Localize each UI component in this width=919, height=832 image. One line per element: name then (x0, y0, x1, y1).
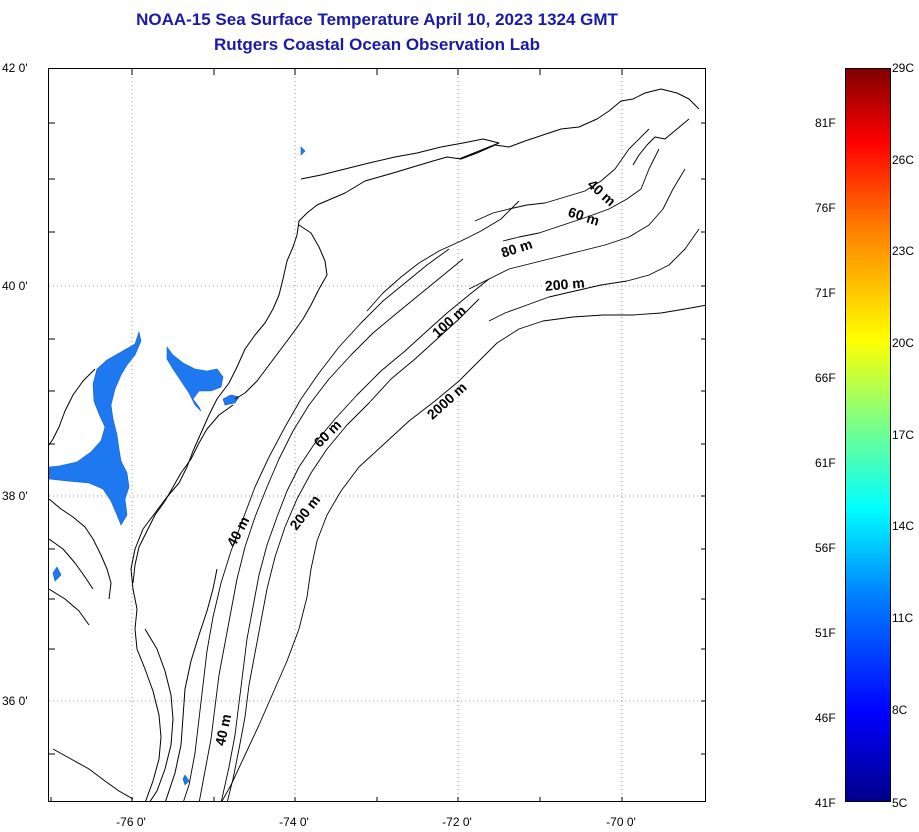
isobath-200m-north (488, 228, 700, 322)
colorbar-c-label: 5C (892, 796, 908, 810)
chart-subtitle: Rutgers Coastal Ocean Observation Lab (214, 35, 540, 54)
frame-ticks (49, 69, 705, 801)
map-canvas: 40 m 60 m 80 m 200 m 100 m 2000 m 60 m 4… (49, 69, 705, 801)
sst-patch-2 (52, 566, 62, 582)
isobath-80m-north (468, 168, 686, 290)
coastline-cape-cod (632, 118, 690, 166)
colorbar-c-label: 14C (892, 519, 915, 533)
contour-label-200m-north: 200 m (544, 274, 585, 293)
grid-lines (49, 69, 705, 801)
lat-label-42: 42 0' (2, 61, 28, 75)
colorbar-f-label: 66F (815, 371, 836, 385)
colorbar-f-label: 41F (815, 796, 836, 810)
isobath-40m-north (474, 128, 650, 222)
coastline-outer-banks (165, 568, 218, 801)
colorbar-f-label: 81F (815, 116, 836, 130)
lat-label-40: 40 0' (2, 279, 28, 293)
lon-label-70: -70 0' (606, 815, 636, 829)
contour-label-100m: 100 m (429, 302, 469, 340)
isobath-100m (220, 278, 490, 801)
isobath-40m-south (183, 248, 450, 801)
coastline-delmarva (132, 404, 234, 584)
contour-label-60m-ne: 60 m (566, 204, 601, 229)
colorbar-f-label: 76F (815, 201, 836, 215)
coastline-chesapeake-west (49, 368, 96, 446)
contour-labels: 40 m 60 m 80 m 200 m 100 m 2000 m 60 m 4… (212, 176, 619, 747)
colorbar-c-label: 26C (892, 153, 915, 167)
contour-label-2000m: 2000 m (424, 379, 470, 423)
sst-patch-1 (222, 394, 240, 406)
sst-fill (49, 146, 306, 786)
contour-label-80m: 80 m (499, 236, 534, 261)
colorbar-f-label: 46F (815, 711, 836, 725)
lat-label-38: 38 0' (2, 489, 28, 503)
lon-label-72: -72 0' (442, 815, 472, 829)
contour-label-200m-south: 200 m (286, 492, 323, 533)
colorbar-c-label: 29C (892, 61, 915, 75)
sst-patch-3 (182, 774, 190, 786)
lon-label-74: -74 0' (279, 815, 309, 829)
isobath-200m-south (227, 298, 480, 801)
colorbar-c-label: 11C (892, 611, 914, 625)
isobath-2000m (221, 304, 705, 801)
chesapeake-bay-sst (49, 330, 142, 526)
colorbar-c-label: 8C (892, 703, 908, 717)
isobath-60m-north (502, 148, 660, 242)
delaware-bay-sst (166, 346, 224, 412)
contour-label-40m-south: 40 m (212, 713, 234, 748)
colorbar-f-label: 61F (815, 456, 836, 470)
colorbar-f-label: 51F (815, 626, 836, 640)
colorbar-f-label: 56F (815, 541, 836, 555)
chart-title: NOAA-15 Sea Surface Temperature April 10… (136, 10, 618, 29)
contour-label-60m-mid: 60 m (310, 416, 344, 450)
isobath-60m-south (198, 258, 464, 801)
isobath-shelf-inner (366, 200, 520, 312)
temperature-colorbar (845, 68, 891, 802)
sst-map: 40 m 60 m 80 m 200 m 100 m 2000 m 60 m 4… (48, 68, 706, 802)
contour-label-40m-ne: 40 m (585, 176, 619, 209)
colorbar-f-label: 71F (815, 286, 836, 300)
contour-label-40m-mid: 40 m (223, 514, 252, 550)
lat-label-36: 36 0' (2, 694, 28, 708)
coastline-long-island (300, 138, 500, 180)
coastline-nj-barrier (234, 224, 328, 400)
sst-patch-4 (300, 146, 306, 156)
colorbar-c-label: 23C (892, 244, 915, 258)
coastline-nc (52, 628, 174, 801)
coastlines (49, 88, 700, 801)
isobath-contours (183, 128, 705, 801)
colorbar-c-label: 17C (892, 428, 915, 442)
colorbar-c-label: 20C (892, 336, 915, 350)
coastline-mainland (130, 88, 700, 801)
lon-label-76: -76 0' (116, 815, 146, 829)
coastline-chesapeake-rivers (49, 498, 112, 626)
